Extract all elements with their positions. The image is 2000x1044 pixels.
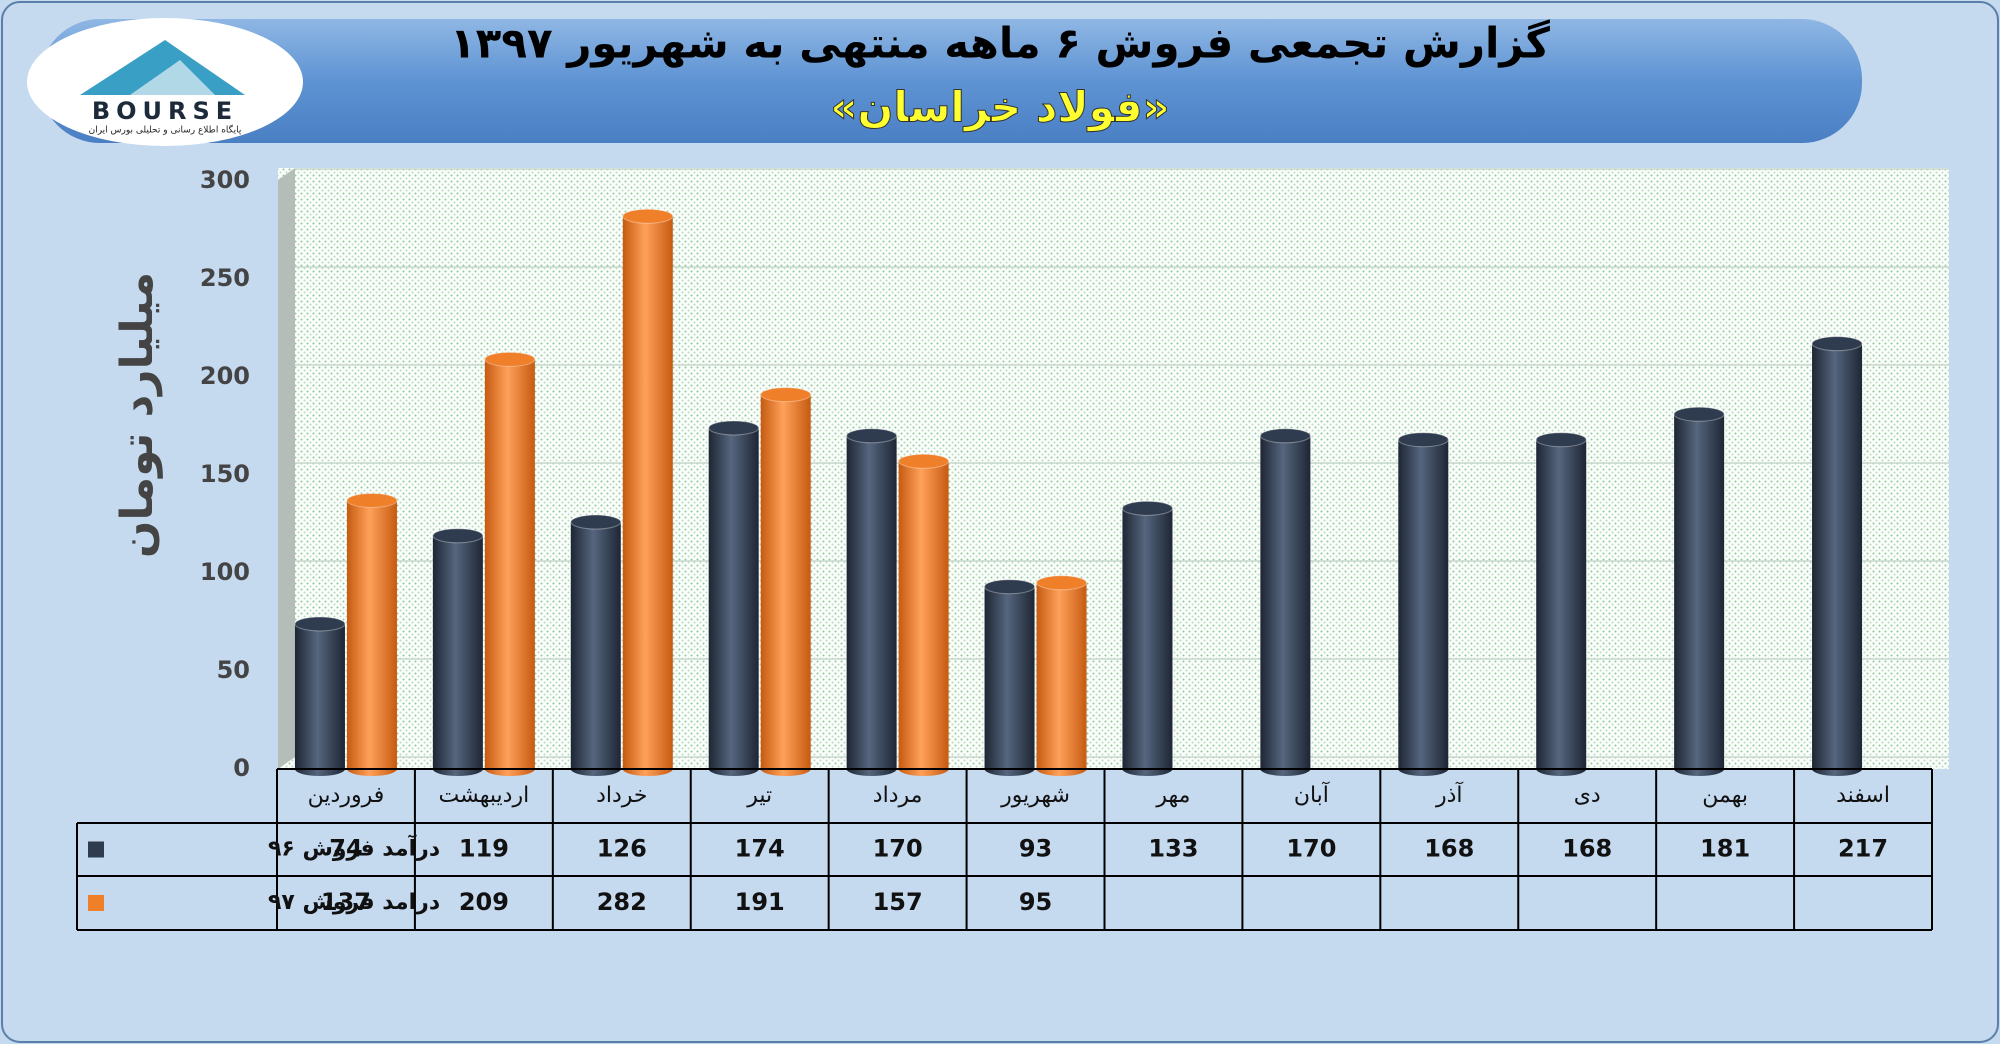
bar-cap xyxy=(1673,406,1725,422)
x-tick-label: شهریور xyxy=(1000,783,1070,808)
bar-cap xyxy=(432,528,484,544)
table-value: 95 xyxy=(1019,888,1052,916)
table-value: 93 xyxy=(1019,835,1052,863)
bar xyxy=(846,435,897,769)
bar xyxy=(1398,439,1449,769)
chart-subtitle: «فولاد خراسان» xyxy=(830,83,1169,133)
table-value: 126 xyxy=(597,835,647,863)
table-value: 191 xyxy=(735,888,785,916)
table-value: 209 xyxy=(459,888,509,916)
bar xyxy=(570,522,621,769)
bar xyxy=(1122,508,1173,769)
x-tick-label: آذر xyxy=(1435,781,1463,808)
bar xyxy=(1036,582,1087,769)
x-tick-label: خرداد xyxy=(596,783,647,808)
bar-cap xyxy=(1259,428,1311,444)
bar-cap xyxy=(1535,432,1587,448)
x-tick-label: اسفند xyxy=(1836,783,1890,808)
bar-cap xyxy=(1397,432,1449,448)
x-tick-label: بهمن xyxy=(1702,783,1748,808)
table-value: 137 xyxy=(321,888,371,916)
table-value: 133 xyxy=(1148,835,1198,863)
bar-cap xyxy=(622,208,674,224)
bar-cap xyxy=(346,492,398,508)
bar xyxy=(484,359,535,769)
y-axis-label: میلیارد تومان xyxy=(112,272,163,558)
y-tick-label: 50 xyxy=(217,656,250,684)
bar xyxy=(1812,343,1863,769)
logo: BOURSE پایگاه اطلاع رسانی و تحلیلی بورس … xyxy=(27,18,303,146)
bar xyxy=(294,623,345,769)
table-value: 168 xyxy=(1562,835,1612,863)
y-tick-label: 300 xyxy=(200,166,250,194)
bar-cap xyxy=(294,616,346,632)
legend-swatch xyxy=(88,895,104,911)
y-tick-label: 200 xyxy=(200,362,250,390)
bar xyxy=(622,216,673,769)
bar xyxy=(1674,414,1725,769)
legend-swatch xyxy=(88,841,104,858)
logo-shape xyxy=(130,60,215,95)
legend-label: درامد فروش ۹۷ xyxy=(268,890,440,915)
bar-cap xyxy=(760,387,812,403)
bar-cap xyxy=(570,514,622,530)
bar xyxy=(984,586,1035,769)
x-tick-label: آبان xyxy=(1294,781,1330,808)
bar-cap xyxy=(1811,336,1863,352)
table-value: 282 xyxy=(597,888,647,916)
x-tick-label: مرداد xyxy=(873,783,923,808)
logo-name: BOURSE xyxy=(92,97,238,125)
bar-cap xyxy=(846,428,898,444)
table-value: 217 xyxy=(1838,835,1888,863)
bar-cap xyxy=(708,420,760,436)
plot-wall xyxy=(278,168,295,769)
table-value: 119 xyxy=(459,835,509,863)
table-value: 174 xyxy=(735,835,785,863)
plot-area xyxy=(278,168,1949,769)
table-value: 157 xyxy=(873,888,923,916)
bar xyxy=(1260,435,1311,769)
y-tick-label: 100 xyxy=(200,558,250,586)
bar-cap xyxy=(484,351,536,367)
table-value: 74 xyxy=(329,835,362,863)
title-banner xyxy=(40,19,1862,143)
y-tick-label: 0 xyxy=(233,754,250,782)
x-tick-label: مهر xyxy=(1155,783,1190,808)
legend-label: درآمد فروش ۹۶ xyxy=(268,834,440,862)
bar-cap xyxy=(1036,575,1088,591)
table-value: 181 xyxy=(1700,835,1750,863)
logo-shape xyxy=(80,40,245,95)
x-tick-label: دی xyxy=(1574,783,1601,808)
bar-cap xyxy=(1121,500,1173,516)
table-value: 168 xyxy=(1424,835,1474,863)
table-value: 170 xyxy=(1286,835,1336,863)
bar xyxy=(708,427,759,769)
x-tick-label: تیر xyxy=(746,783,772,808)
bar-cap xyxy=(984,579,1036,595)
y-tick-label: 250 xyxy=(200,264,250,292)
chart-title: گزارش تجمعی فروش ۶ ماهه منتهی به شهریور … xyxy=(450,19,1550,69)
bar-cap xyxy=(898,453,950,469)
bar xyxy=(760,394,811,769)
logo-tagline: پایگاه اطلاع رسانی و تحلیلی بورس ایران xyxy=(89,124,242,136)
bar xyxy=(346,500,397,769)
table-value: 170 xyxy=(873,835,923,863)
x-tick-label: اردیبهشت xyxy=(439,783,530,808)
bar xyxy=(898,461,949,769)
bar xyxy=(432,535,483,769)
bar xyxy=(1536,439,1587,769)
x-tick-label: فروردین xyxy=(308,783,385,808)
y-tick-label: 150 xyxy=(200,460,250,488)
